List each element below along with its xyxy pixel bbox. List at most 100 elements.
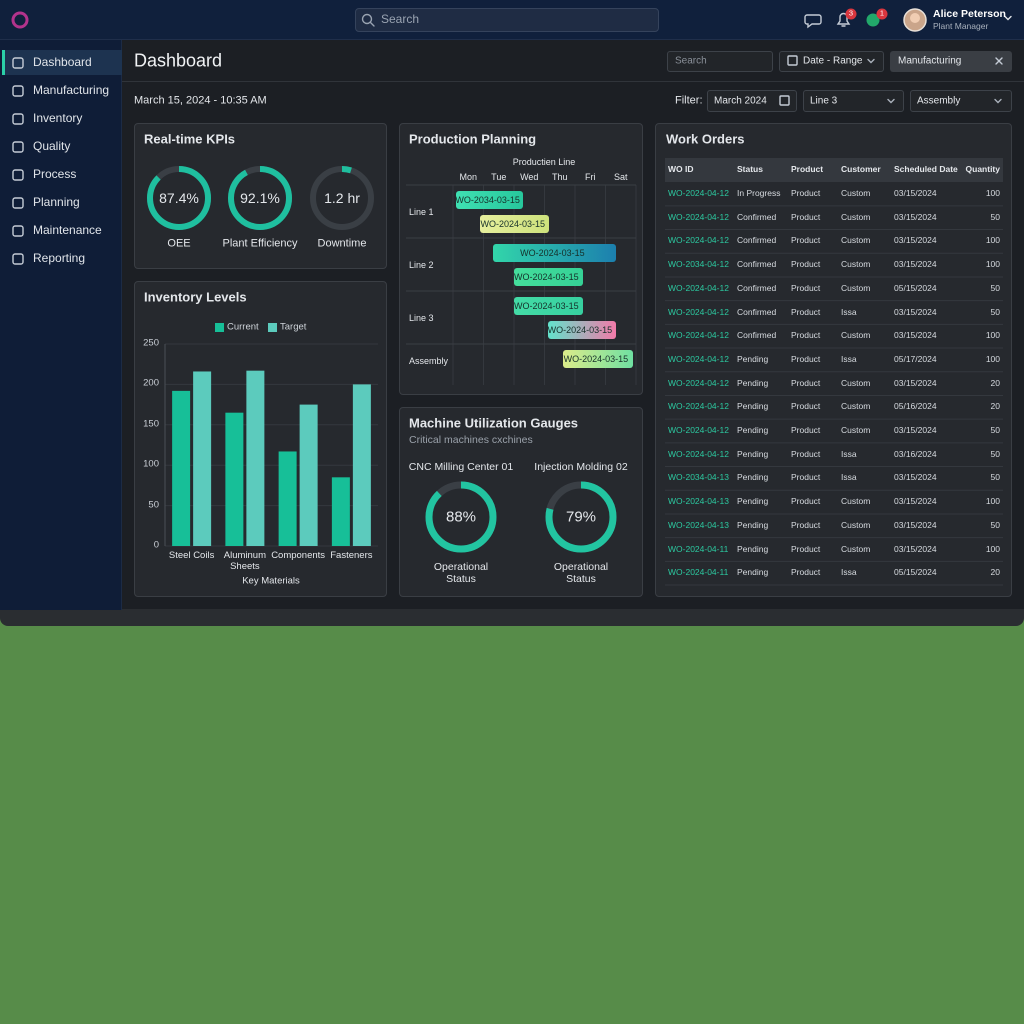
sidebar-item[interactable]: Inventory [33,111,83,126]
table-cell: 03/15/2024 [894,306,937,317]
gantt-bar[interactable] [514,297,583,315]
gauge-value: 88% [445,508,477,526]
table-cell: 03/15/2024 [894,543,937,554]
wo-id-link[interactable]: WO-2024-04-12 [668,211,729,222]
gantt-bar[interactable] [547,321,617,339]
filter-chip[interactable] [890,51,1012,72]
sidebar-item[interactable]: Planning [33,195,80,210]
table-cell: Custom [841,235,871,246]
filter-value[interactable]: March 2024 [714,95,767,107]
wo-id-link[interactable]: WO-2034-04-13 [668,472,729,483]
table-cell: Custom [841,519,871,530]
table-cell: Product [791,211,821,222]
gantt-bar-label: WO-2024-03-15 [520,247,585,258]
table-cell: Custom [841,188,871,199]
table-cell: 03/15/2024 [894,259,937,270]
wo-id-link[interactable]: WO-2024-04-12 [668,354,729,365]
table-cell: Custom [841,543,871,554]
table-cell: Custom [841,377,871,388]
gantt-bar[interactable] [562,350,633,368]
column-header: Product [791,164,824,175]
date-range-label[interactable]: Date - Range [803,55,863,67]
filter-label: Filter: [675,94,703,107]
x-tick-label: Aluminum Sheets [223,550,266,572]
wo-id-link[interactable]: WO-2024-04-12 [668,235,729,246]
table-cell: 20 [990,377,1000,388]
x-tick-label: Fasteners [330,550,373,561]
wo-id-link[interactable]: WO-2024-04-12 [668,401,729,412]
wo-id-link[interactable]: WO-2024-04-13 [668,519,729,530]
wo-id-link[interactable]: WO-2024-04-12 [668,425,729,436]
wo-id-link[interactable]: WO-2024-04-11 [668,567,729,578]
table-cell: 50 [990,282,1000,293]
header-search-placeholder[interactable]: Search [675,55,707,67]
gantt-axis-label: Productien Line [512,156,576,167]
line-label: Line 2 [409,259,434,270]
wo-id-link[interactable]: WO-2024-04-13 [668,496,729,507]
wo-id-link[interactable]: WO-2024-04-12 [668,377,729,388]
kpi-label: Plant Efficiency [222,237,298,250]
sidebar-item[interactable]: Quality [33,139,71,154]
table-cell: 20 [990,567,1000,578]
sidebar-item[interactable]: Manufacturing [33,83,110,98]
sidebar-item[interactable]: Process [33,167,77,182]
day-label: Fri [585,171,596,182]
table-cell: 20 [990,401,1000,412]
table-cell: Custom [841,425,871,436]
filter-value[interactable]: Line 3 [810,95,838,107]
table-cell: 05/15/2024 [894,567,937,578]
sidebar-item[interactable]: Maintenance [33,223,102,238]
search-bar[interactable] [355,8,659,32]
y-tick-label: 250 [143,337,159,349]
filter-dropdown[interactable] [707,90,797,112]
table-cell: 50 [990,425,1000,436]
wo-id-link[interactable]: WO-2024-04-12 [668,306,729,317]
table-cell: Confirmed [737,259,777,270]
wo-id-link[interactable]: WO-2034-04-12 [668,259,729,270]
header-search[interactable] [667,51,773,72]
machine-name: CNC Milling Center 01 [408,460,514,473]
kpi-label: Downtime [317,237,367,250]
table-cell: Pending [737,354,769,365]
table-cell: Product [791,519,821,530]
table-cell: Product [791,354,821,365]
table-cell: 03/16/2024 [894,448,937,459]
sidebar-item[interactable]: Reporting [33,251,86,266]
table-cell: Custom [841,259,871,270]
filter-dropdown[interactable] [803,90,904,112]
wo-id-link[interactable]: WO-2024-04-12 [668,330,729,341]
table-cell: 100 [985,330,1000,341]
gantt-bar-label: WO-2024-03-15 [547,324,613,335]
wo-id-link[interactable]: WO-2024-04-11 [668,543,729,554]
table-cell: 100 [985,543,1000,554]
filter-dropdown[interactable] [910,90,1012,112]
badge-count: 1 [879,8,885,18]
filter-chip-label[interactable]: Manufacturing [898,55,962,67]
y-tick-label: 50 [148,499,159,511]
gantt-bar[interactable] [480,215,550,233]
card-title: Machine Utilization Gauges [409,415,579,431]
gauge-value: 79% [565,508,597,526]
line-label: Line 1 [409,206,434,217]
wo-id-link[interactable]: WO-2024-04-12 [668,282,729,293]
table-cell: Custom [841,496,871,507]
search-placeholder[interactable]: Search [381,12,420,27]
table-cell: Product [791,235,821,246]
wo-id-link[interactable]: WO-2024-04-12 [668,188,729,199]
table-cell: 03/15/2024 [894,211,937,222]
wo-id-link[interactable]: WO-2024-04-12 [668,448,729,459]
gantt-bar-label: WO-2034-03-15 [455,194,520,205]
gantt-bar[interactable] [456,191,524,209]
filter-value[interactable]: Assembly [917,95,961,107]
sidebar-item[interactable]: Dashboard [33,55,92,70]
gantt-bar[interactable] [492,244,617,262]
x-tick-label: Steel Coils [168,550,215,561]
machine-name: Injection Molding 02 [534,460,628,473]
user-role: Plant Manager [933,20,989,31]
card-title: Real-time KPIs [144,131,236,147]
gantt-bar[interactable] [514,268,583,286]
table-cell: 03/15/2024 [894,377,937,388]
date-range[interactable] [779,51,884,72]
y-tick-label: 100 [143,458,159,470]
